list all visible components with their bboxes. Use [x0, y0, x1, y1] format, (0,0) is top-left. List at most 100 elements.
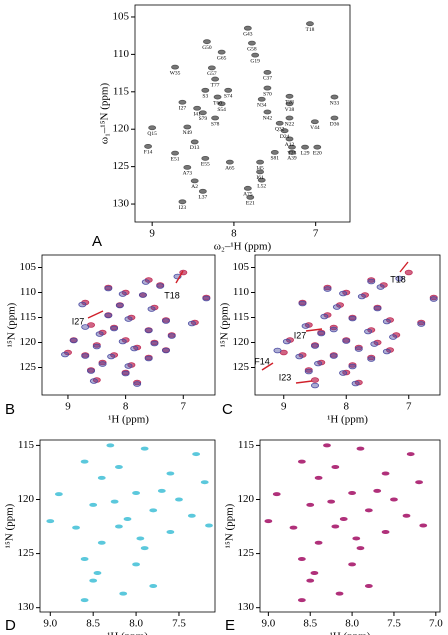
y-tick-label: 125	[113, 160, 130, 172]
peak	[390, 497, 398, 502]
peak	[147, 306, 156, 312]
panel-letter: B	[5, 401, 15, 418]
peak-label: N33	[330, 100, 340, 106]
peak	[87, 368, 96, 374]
peak	[198, 110, 207, 116]
peak	[373, 305, 382, 312]
peak	[192, 452, 201, 457]
peak-label: A12	[285, 142, 295, 148]
peak	[80, 459, 89, 464]
peak	[202, 295, 211, 302]
peak	[317, 330, 326, 337]
peak	[295, 353, 304, 360]
peak	[246, 194, 255, 200]
peak	[356, 446, 365, 451]
peak	[335, 591, 344, 596]
peak	[348, 362, 357, 368]
x-tick-label: 8	[231, 228, 237, 240]
peak	[256, 159, 264, 165]
peak	[89, 578, 98, 583]
peak	[348, 491, 356, 496]
peak	[187, 513, 196, 518]
peak-label: I45	[256, 165, 264, 171]
peak	[201, 87, 210, 93]
peak	[243, 185, 252, 191]
peak	[171, 64, 179, 70]
peak	[304, 367, 313, 373]
peak	[248, 40, 256, 46]
peak	[389, 334, 398, 340]
peak-label: G58	[247, 46, 257, 52]
peak	[297, 556, 306, 561]
peak	[304, 368, 313, 375]
peak	[89, 502, 98, 507]
peak	[217, 49, 226, 55]
peak	[339, 370, 348, 376]
panel-letter: D	[5, 617, 16, 634]
peak	[364, 328, 373, 335]
peak	[257, 96, 266, 102]
peak	[207, 65, 216, 71]
peak	[313, 144, 322, 150]
peak-label: W35	[170, 70, 181, 76]
peak	[395, 275, 404, 282]
peak	[167, 333, 176, 339]
x-tick-label: 8.0	[345, 618, 359, 630]
peak	[133, 379, 142, 386]
peak-label: N34	[257, 103, 267, 109]
peak	[93, 571, 102, 576]
x-axis-label: ω₂–¹H (ppm)	[214, 241, 272, 253]
peak	[331, 465, 340, 470]
peak	[323, 443, 331, 448]
x-tick-label: 8.5	[86, 618, 100, 630]
peak	[140, 546, 149, 551]
y-tick-label: 130	[238, 601, 255, 613]
peak	[417, 319, 426, 326]
y-tick-label: 110	[20, 286, 37, 298]
peak-label: V38	[285, 107, 295, 113]
peak	[382, 348, 391, 355]
x-tick-label: 7.5	[172, 618, 186, 630]
peak	[310, 119, 319, 125]
peak	[314, 540, 323, 545]
peak	[348, 315, 357, 322]
y-tick-label: 120	[18, 493, 35, 505]
peak	[323, 284, 332, 291]
peak-label: E51	[171, 156, 180, 162]
panel-letter: A	[92, 233, 102, 250]
peak	[320, 313, 329, 320]
peak-label: S54	[217, 107, 226, 113]
x-tick-label: 8.0	[129, 618, 143, 630]
peak	[89, 378, 98, 384]
y-tick-label: 125	[18, 547, 35, 559]
peak	[97, 540, 106, 545]
peak	[211, 76, 220, 82]
peak-label: C37	[263, 76, 272, 82]
peak	[110, 325, 119, 332]
peak	[310, 343, 319, 349]
peak	[149, 508, 158, 513]
annotation: I23	[279, 372, 292, 382]
plot-frame	[41, 254, 216, 396]
peak	[310, 377, 319, 383]
y-axis-label: ¹⁵N (ppm)	[4, 503, 16, 548]
peak	[329, 353, 338, 359]
peak	[306, 21, 314, 27]
peak	[381, 529, 390, 534]
y-tick-label: 130	[113, 198, 130, 210]
peak	[297, 459, 306, 464]
annotation-arrow	[295, 380, 313, 384]
peak	[81, 324, 90, 330]
peak	[140, 446, 149, 451]
peak-label: D36	[330, 121, 340, 127]
peak	[329, 326, 338, 333]
peak	[78, 301, 87, 308]
x-tick-label: 8	[344, 401, 350, 413]
peak	[149, 584, 158, 589]
x-axis-label: ¹H (ppm)	[330, 631, 371, 635]
peak	[121, 370, 130, 377]
peak	[367, 278, 376, 285]
peak	[301, 144, 309, 150]
peak	[98, 361, 107, 367]
peak	[429, 296, 438, 302]
